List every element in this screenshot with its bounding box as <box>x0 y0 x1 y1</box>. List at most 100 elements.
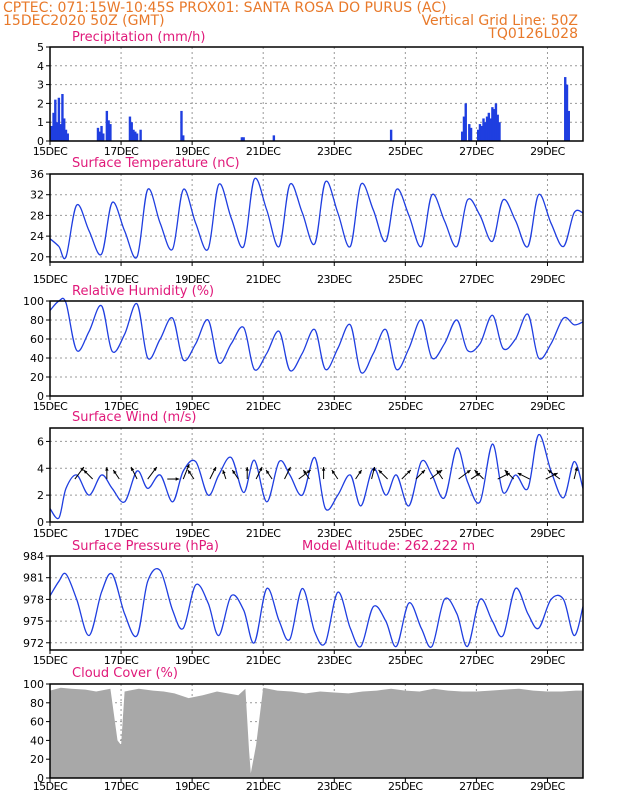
precip-bar <box>182 135 185 141</box>
x-tick-label: 23DEC <box>317 527 352 540</box>
precip-bar <box>492 109 496 141</box>
y-tick-label: 20 <box>30 753 44 766</box>
x-tick-label: 17DEC <box>104 527 139 540</box>
x-tick-label: 27DEC <box>459 527 494 540</box>
wind-arrow-head <box>466 470 471 474</box>
precip-bar <box>98 131 101 141</box>
precip-bar <box>109 124 112 141</box>
panel-5: 0 20 40 60 80 100 15DEC 17DEC 19DEC 21DEC 23DEC 25D… <box>23 666 584 793</box>
wind-arrow-head <box>438 470 443 474</box>
wind-arrow-head <box>407 470 411 474</box>
y-tick-label: 972 <box>23 637 44 650</box>
panel-0: 0 1 2 3 4 5 15DEC 17DEC 19DEC 21DEC 23DEC 25DEC 27DE… <box>33 30 584 158</box>
wind-arrow-head <box>504 470 509 474</box>
wind-arrow-head <box>80 467 84 471</box>
x-tick-label: 23DEC <box>317 145 352 158</box>
x-tick-label: 23DEC <box>317 273 352 286</box>
wind-arrow-head <box>105 467 109 471</box>
y-tick-label: 981 <box>23 572 44 585</box>
precip-bar <box>107 120 110 141</box>
header-model-id: TQ0126L028 <box>488 26 578 42</box>
series-line <box>49 434 584 520</box>
x-tick-label: 15DEC <box>33 145 68 158</box>
panel-frame <box>49 683 584 779</box>
precip-bar <box>389 129 393 141</box>
x-tick-label: 27DEC <box>459 145 494 158</box>
y-tick-label: 80 <box>30 697 44 710</box>
precip-bar <box>462 116 466 141</box>
x-tick-label: 25DEC <box>388 527 423 540</box>
x-tick-label: 19DEC <box>175 654 210 667</box>
x-tick-label: 15DEC <box>33 780 68 793</box>
x-tick-label: 29DEC <box>530 400 565 413</box>
panel-3: 0 2 4 6 15DEC 17DEC 19DEC 21DEC 23DEC 25DEC 27DEC 2… <box>33 410 584 540</box>
x-tick-label: 17DEC <box>104 654 139 667</box>
y-tick-label: 2 <box>37 97 44 110</box>
y-tick-label: 28 <box>30 209 44 222</box>
x-tick-label: 19DEC <box>175 400 210 413</box>
precip-bar <box>135 133 139 141</box>
x-tick-label: 19DEC <box>175 780 210 793</box>
x-tick-label: 29DEC <box>530 527 565 540</box>
precip-bar <box>487 112 491 141</box>
wind-arrow-head <box>476 473 481 477</box>
wind-arrow-head <box>187 470 192 474</box>
precip-bar <box>476 129 480 141</box>
x-tick-label: 29DEC <box>530 145 565 158</box>
wind-arrow-head <box>232 470 236 474</box>
precip-bar <box>54 99 57 141</box>
wind-arrow-head <box>303 470 307 474</box>
x-tick-label: 23DEC <box>317 780 352 793</box>
wind-arrow-head <box>113 470 117 474</box>
wind-arrow-head <box>175 477 180 481</box>
panel-title: Surface Wind (m/s) <box>72 410 196 425</box>
wind-arrow-head <box>153 467 157 471</box>
wind-arrow-head <box>553 473 558 477</box>
x-tick-label: 17DEC <box>104 400 139 413</box>
precip-bar <box>484 122 487 141</box>
panel-frame <box>49 427 584 523</box>
x-tick-label: 25DEC <box>388 400 423 413</box>
panel-title: Precipitation (mm/h) <box>72 30 205 45</box>
precip-bar <box>55 122 59 141</box>
precip-bar <box>50 125 53 141</box>
precip-bar <box>482 118 485 141</box>
panel-title: Cloud Cover (%) <box>72 666 178 681</box>
precip-bar <box>61 94 64 141</box>
x-tick-label: 19DEC <box>175 527 210 540</box>
precip-bar <box>480 125 483 141</box>
panel-4: 972 975 978 981 984 15DEC 17DEC 19DEC 21DEC 23DEC… <box>23 539 584 667</box>
precip-bar <box>139 129 142 141</box>
x-tick-label: 21DEC <box>246 273 281 286</box>
y-tick-label: 0 <box>37 390 44 403</box>
precip-bar <box>485 116 489 141</box>
panel-2: 0 20 40 60 80 100 15DEC 17DEC 19DEC 21DEC 23DEC 25D… <box>23 284 584 413</box>
x-tick-label: 29DEC <box>530 654 565 667</box>
x-tick-label: 27DEC <box>459 780 494 793</box>
precip-bar <box>272 135 276 141</box>
wind-arrow-head <box>321 467 326 471</box>
x-tick-label: 23DEC <box>317 654 352 667</box>
precip-bar <box>102 133 105 141</box>
y-tick-label: 2 <box>37 489 44 502</box>
y-tick-label: 60 <box>30 333 44 346</box>
wind-arrow-head <box>212 467 216 472</box>
wind-arrow-head <box>258 467 263 472</box>
y-tick-label: 80 <box>30 314 44 327</box>
precip-bar <box>478 124 482 141</box>
wind-arrow-head <box>358 470 362 474</box>
x-tick-label: 17DEC <box>104 273 139 286</box>
y-tick-label: 4 <box>37 60 44 73</box>
precip-bar <box>240 137 244 141</box>
precip-bar <box>489 118 492 141</box>
precip-bar <box>496 114 499 141</box>
panel-frame <box>49 173 584 263</box>
y-tick-label: 978 <box>23 593 44 606</box>
y-tick-label: 36 <box>30 168 44 181</box>
x-tick-label: 15DEC <box>33 273 68 286</box>
precip-bar <box>494 103 498 141</box>
wind-arrow-head <box>131 467 135 472</box>
y-tick-label: 40 <box>30 352 44 365</box>
wind-arrow-head <box>378 470 383 474</box>
